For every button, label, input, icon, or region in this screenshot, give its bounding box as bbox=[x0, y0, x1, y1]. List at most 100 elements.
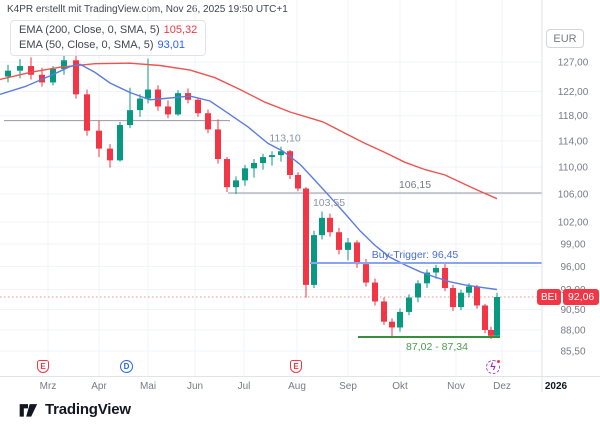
economic-event-icon[interactable]: ϟ bbox=[486, 359, 501, 374]
footer-bar: TradingView bbox=[0, 393, 600, 426]
price-tick-label[interactable]: 90,50 bbox=[560, 305, 585, 316]
ema200-line[interactable] bbox=[0, 62, 498, 200]
support-zone-label: 87,02 - 87,34 bbox=[406, 341, 468, 353]
candle-body bbox=[450, 288, 456, 308]
candle-body bbox=[127, 110, 133, 126]
candle-body bbox=[327, 217, 333, 233]
month-tick-label[interactable]: Mai bbox=[140, 381, 156, 392]
ema50-value: 93,01 bbox=[157, 39, 186, 51]
month-tick-label[interactable]: Okt bbox=[392, 381, 408, 392]
candle-body bbox=[415, 283, 421, 298]
candle-body bbox=[260, 157, 266, 163]
candle-body bbox=[269, 155, 275, 158]
candle-body bbox=[233, 180, 239, 188]
candle-body bbox=[205, 113, 211, 130]
candle-body bbox=[175, 93, 181, 115]
price-tick-label[interactable]: 102,00 bbox=[558, 218, 589, 229]
resistance-106-label: 106,15 bbox=[399, 179, 431, 191]
candle-body bbox=[336, 232, 342, 250]
earnings-icon[interactable]: E bbox=[37, 360, 49, 373]
candle-body bbox=[363, 264, 369, 283]
candle-body bbox=[488, 329, 494, 336]
candle-body bbox=[381, 301, 387, 322]
candle-body bbox=[295, 174, 301, 189]
candle-body bbox=[165, 106, 171, 115]
candle-body bbox=[107, 148, 113, 161]
candle-body bbox=[50, 68, 56, 83]
swing-high-label: 103,55 bbox=[313, 197, 345, 209]
ema200-value: 105,32 bbox=[163, 24, 198, 36]
buy-trigger-label: Buy-Trigger: 96,45 bbox=[372, 249, 459, 261]
tradingview-logo-text: TradingView bbox=[45, 401, 131, 418]
candle-body bbox=[406, 297, 412, 312]
tradingview-logo-icon bbox=[19, 403, 38, 417]
dividend-icon[interactable]: D bbox=[120, 360, 133, 373]
price-tick-label[interactable]: 110,00 bbox=[558, 162, 588, 173]
price-tick-label[interactable]: 114,00 bbox=[558, 136, 588, 147]
candle-body bbox=[372, 282, 378, 302]
month-tick-label[interactable]: Jun bbox=[187, 381, 203, 392]
candle-body bbox=[474, 286, 480, 306]
candle-body bbox=[84, 94, 90, 131]
candle-body bbox=[145, 89, 151, 99]
last-price-badge: BEI 92,06 bbox=[537, 289, 600, 305]
legend-row-ema200[interactable]: EMA (200, Close, 0, SMA, 5) 105,32 bbox=[19, 23, 197, 38]
month-tick-label[interactable]: Apr bbox=[91, 381, 107, 392]
ema50-line[interactable] bbox=[0, 63, 498, 291]
candle-body bbox=[458, 292, 464, 308]
price-tick-label[interactable]: 127,00 bbox=[558, 58, 589, 69]
currency-badge: EUR bbox=[546, 29, 584, 48]
month-tick-label[interactable]: Nov bbox=[447, 381, 465, 392]
candle-body bbox=[28, 66, 34, 75]
year-label[interactable]: 2026 bbox=[545, 381, 568, 392]
month-tick-label[interactable]: Sep bbox=[339, 381, 357, 392]
tradingview-logo[interactable]: TradingView bbox=[18, 400, 131, 420]
price-tick-label[interactable]: 106,00 bbox=[558, 190, 589, 201]
candle-body bbox=[278, 151, 284, 156]
month-tick-label[interactable]: Aug bbox=[288, 381, 306, 392]
candle-body bbox=[215, 129, 221, 160]
price-tick-label[interactable]: 85,50 bbox=[560, 347, 585, 358]
chart-watermark: K4PR erstellt mit TradingView.com, Nov 2… bbox=[7, 4, 288, 15]
candle-body bbox=[17, 66, 23, 71]
bei-label: BEI bbox=[537, 289, 562, 305]
month-tick-label[interactable]: Jul bbox=[238, 381, 251, 392]
price-tick-label[interactable]: 96,00 bbox=[560, 262, 585, 273]
ema200-label: EMA (200, Close, 0, SMA, 5) bbox=[19, 24, 160, 36]
price-tick-label[interactable]: 122,00 bbox=[558, 87, 589, 98]
candle-body bbox=[424, 272, 430, 284]
month-tick-label[interactable]: Dez bbox=[493, 381, 511, 392]
legend-row-ema50[interactable]: EMA (50, Close, 0, SMA, 5) 93,01 bbox=[19, 38, 197, 53]
price-tick-label[interactable]: 88,00 bbox=[560, 325, 585, 336]
candle-body bbox=[137, 98, 143, 111]
candle-body bbox=[5, 70, 11, 77]
candle-body bbox=[354, 242, 360, 265]
candle-body bbox=[311, 235, 317, 285]
candle-body bbox=[433, 267, 439, 273]
candle-body bbox=[155, 89, 161, 107]
candle-body bbox=[73, 60, 79, 95]
chart-canvas[interactable]: 106,15 Buy-Trigger: 96,45 87,02 - 87,34 113… bbox=[0, 0, 600, 393]
candle-body bbox=[251, 162, 257, 169]
earnings-icon[interactable]: E bbox=[290, 360, 302, 373]
candle-body bbox=[466, 286, 472, 293]
candle-body bbox=[482, 305, 488, 330]
candle-body bbox=[61, 60, 67, 69]
price-tick-label[interactable]: 99,00 bbox=[560, 239, 585, 250]
candle-body bbox=[389, 321, 395, 328]
swing-high-label: 113,10 bbox=[269, 133, 300, 145]
candle-body bbox=[442, 267, 448, 289]
candle-body bbox=[287, 151, 293, 175]
candle-body bbox=[319, 217, 325, 236]
candle-body bbox=[345, 242, 351, 250]
candle-body bbox=[397, 311, 403, 328]
last-price-value: 92,06 bbox=[563, 289, 600, 305]
ema50-label: EMA (50, Close, 0, SMA, 5) bbox=[19, 39, 154, 51]
month-tick-label[interactable]: Mrz bbox=[40, 381, 57, 392]
candle-body bbox=[303, 188, 309, 285]
candle-body bbox=[224, 159, 230, 188]
event-alert-dot bbox=[496, 359, 501, 364]
price-tick-label[interactable]: 118,00 bbox=[558, 111, 588, 122]
candle-body bbox=[96, 130, 102, 149]
